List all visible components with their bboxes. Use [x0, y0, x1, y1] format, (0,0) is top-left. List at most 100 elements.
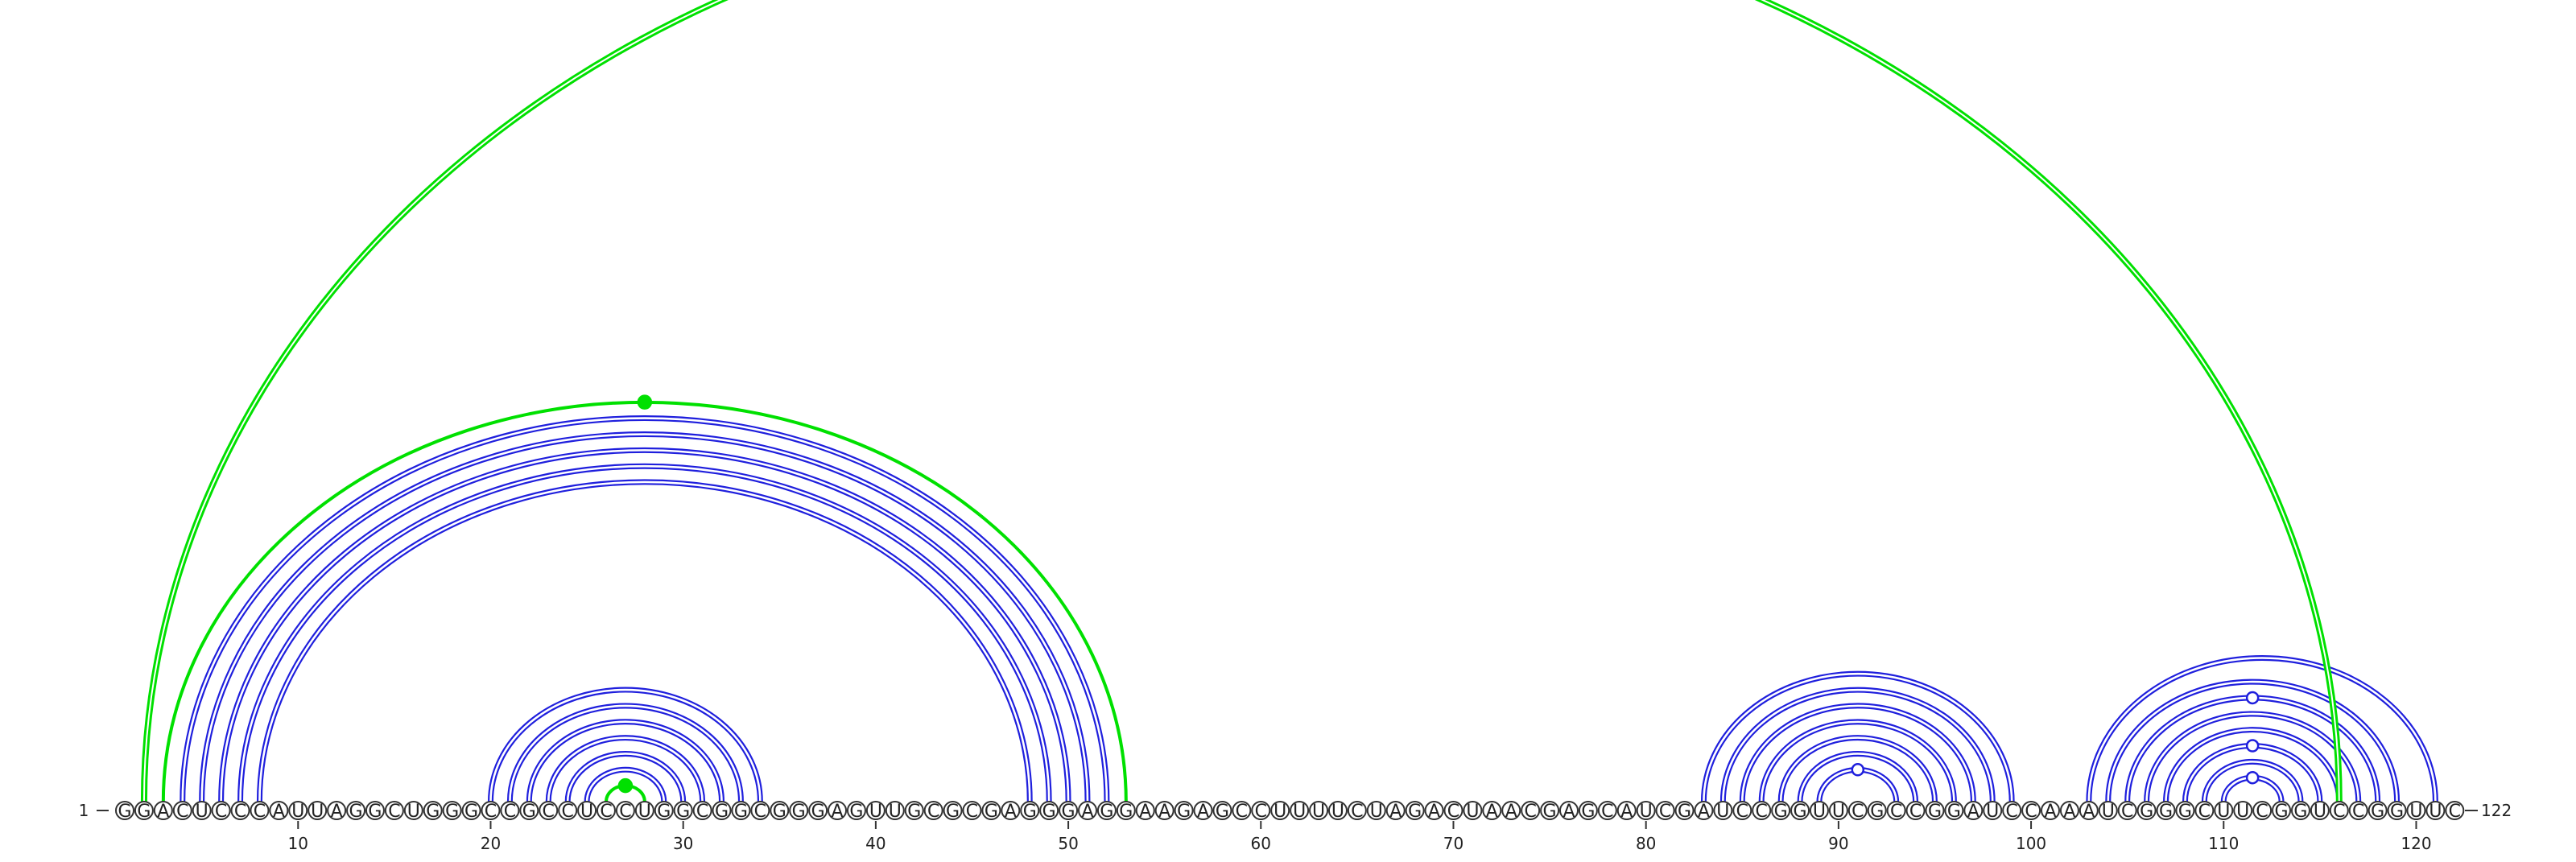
- nucleotide-circle: [1385, 801, 1406, 820]
- nucleotide: G: [1771, 801, 1791, 822]
- nucleotide-circle: [1752, 801, 1772, 820]
- nucleotide: G: [654, 801, 674, 822]
- nucleotide: C: [230, 801, 250, 822]
- nucleotide-circle: [1655, 801, 1675, 820]
- nucleotide: U: [308, 801, 328, 822]
- base-pair-arc: [180, 415, 1110, 802]
- nucleotide-circle: [654, 801, 674, 820]
- nucleotide: U: [1636, 801, 1656, 822]
- nucleotide-circle: [2041, 801, 2060, 820]
- nucleotide-letter: U: [1640, 802, 1653, 822]
- nucleotide-letter: C: [1890, 802, 1902, 822]
- nucleotide-letter: A: [331, 802, 343, 822]
- nucleotide: G: [1020, 801, 1040, 822]
- nucleotide-letter: G: [946, 802, 960, 822]
- nucleotide: G: [519, 801, 539, 822]
- nucleotide-circle: [1251, 801, 1271, 820]
- nucleotide-circle: [1905, 801, 1926, 820]
- nucleotide-circle: [2059, 801, 2079, 820]
- nucleotide-letter: G: [1062, 802, 1075, 822]
- base-pair-arc: [1758, 719, 1957, 802]
- tick-label: 80: [1636, 834, 1656, 853]
- nucleotide-circle: [1559, 801, 1579, 820]
- nucleotide-letter: U: [1466, 802, 1479, 822]
- nucleotide: G: [943, 801, 963, 822]
- nucleotide: G: [2272, 801, 2292, 822]
- nucleotide: C: [2117, 801, 2137, 822]
- base-pair-arc: [218, 447, 1071, 802]
- nucleotide-circle: [923, 801, 943, 820]
- nucleotide-letter: C: [1736, 802, 1748, 822]
- nucleotide-letter: U: [580, 802, 593, 822]
- base-pair-arc-inner: [1722, 688, 1994, 802]
- nucleotide-circle: [943, 801, 963, 820]
- nucleotide: C: [1597, 801, 1617, 822]
- nucleotide-letter: G: [811, 802, 825, 822]
- tick-label: 90: [1828, 834, 1848, 853]
- base-pair-arc-inner: [2165, 728, 2341, 802]
- nucleotide-letter: U: [2429, 802, 2442, 822]
- nucleotide-circle: [1290, 801, 1310, 820]
- nucleotide-letter: A: [832, 802, 844, 822]
- nucleotide: A: [1385, 801, 1406, 822]
- nucleotide-circle: [1597, 801, 1617, 820]
- markers-layer: [617, 394, 2260, 794]
- pseudoknot-arc-inner: [142, 0, 2340, 802]
- nucleotide-circle: [1059, 801, 1079, 820]
- nucleotide-circle: [2098, 801, 2118, 820]
- pseudoknot-arc: [140, 0, 2343, 802]
- base-pair-arc-inner: [2107, 680, 2398, 802]
- nucleotide-circle: [1578, 801, 1598, 820]
- nucleotide: A: [1154, 801, 1174, 822]
- nucleotide-circle: [1020, 801, 1040, 820]
- nucleotide-circle: [153, 801, 173, 820]
- nucleotide: G: [2136, 801, 2157, 822]
- nucleotide-circle: [403, 801, 423, 820]
- nucleotide: A: [1963, 801, 1984, 822]
- nucleotide-circle: [1809, 801, 1829, 820]
- nucleotide-letter: A: [1197, 802, 1209, 822]
- nucleotide-circle: [1944, 801, 1964, 820]
- nucleotide-circle: [981, 801, 1001, 820]
- nucleotide-circle: [828, 801, 848, 820]
- nucleotide-circle: [692, 801, 712, 820]
- nucleotide-circle: [1327, 801, 1348, 820]
- nucleotide: G: [673, 801, 693, 822]
- base-pair-arc-inner: [1740, 704, 1975, 802]
- nucleotide: U: [192, 801, 212, 822]
- nucleotide-circle: [597, 801, 616, 820]
- nucleotide-circle: [211, 801, 231, 820]
- nucleotide-circle: [2329, 801, 2349, 820]
- nucleotide-letter: G: [773, 802, 786, 822]
- nucleotide-letter: C: [1351, 802, 1363, 822]
- nucleotide-letter: U: [1813, 802, 1826, 822]
- nucleotide-circle: [1193, 801, 1213, 820]
- nucleotide: G: [1925, 801, 1945, 822]
- nucleotide-letter: A: [2083, 802, 2095, 822]
- nucleotide: U: [2425, 801, 2446, 822]
- nucleotide: G: [1212, 801, 1232, 822]
- nucleotide: A: [1482, 801, 1502, 822]
- nucleotide-letter: G: [1678, 802, 1691, 822]
- nucleotide-letter: G: [522, 802, 536, 822]
- nucleotide-circle: [172, 801, 192, 820]
- nucleotide-circle: [461, 801, 481, 820]
- nucleotide-letter: A: [1698, 802, 1710, 822]
- pair-marker: [2245, 770, 2260, 785]
- nucleotide: U: [634, 801, 654, 822]
- nucleotide-circle: [481, 801, 501, 820]
- nucleotide-circle: [365, 801, 385, 820]
- nucleotide-circle: [1867, 801, 1887, 820]
- nucleotide: U: [1270, 801, 1290, 822]
- nucleotide-letter: A: [1620, 802, 1633, 822]
- nucleotide-letter: A: [1967, 802, 1979, 822]
- nucleotide: C: [211, 801, 231, 822]
- nucleotide-letter: G: [1216, 802, 1229, 822]
- tick-label: 110: [2208, 834, 2239, 853]
- nucleotide-letter: G: [1408, 802, 1422, 822]
- nucleotide: C: [1847, 801, 1868, 822]
- nucleotide: G: [2156, 801, 2176, 822]
- nucleotide: A: [153, 801, 173, 822]
- nucleotide-circle: [250, 801, 270, 820]
- nucleotide: C: [172, 801, 192, 822]
